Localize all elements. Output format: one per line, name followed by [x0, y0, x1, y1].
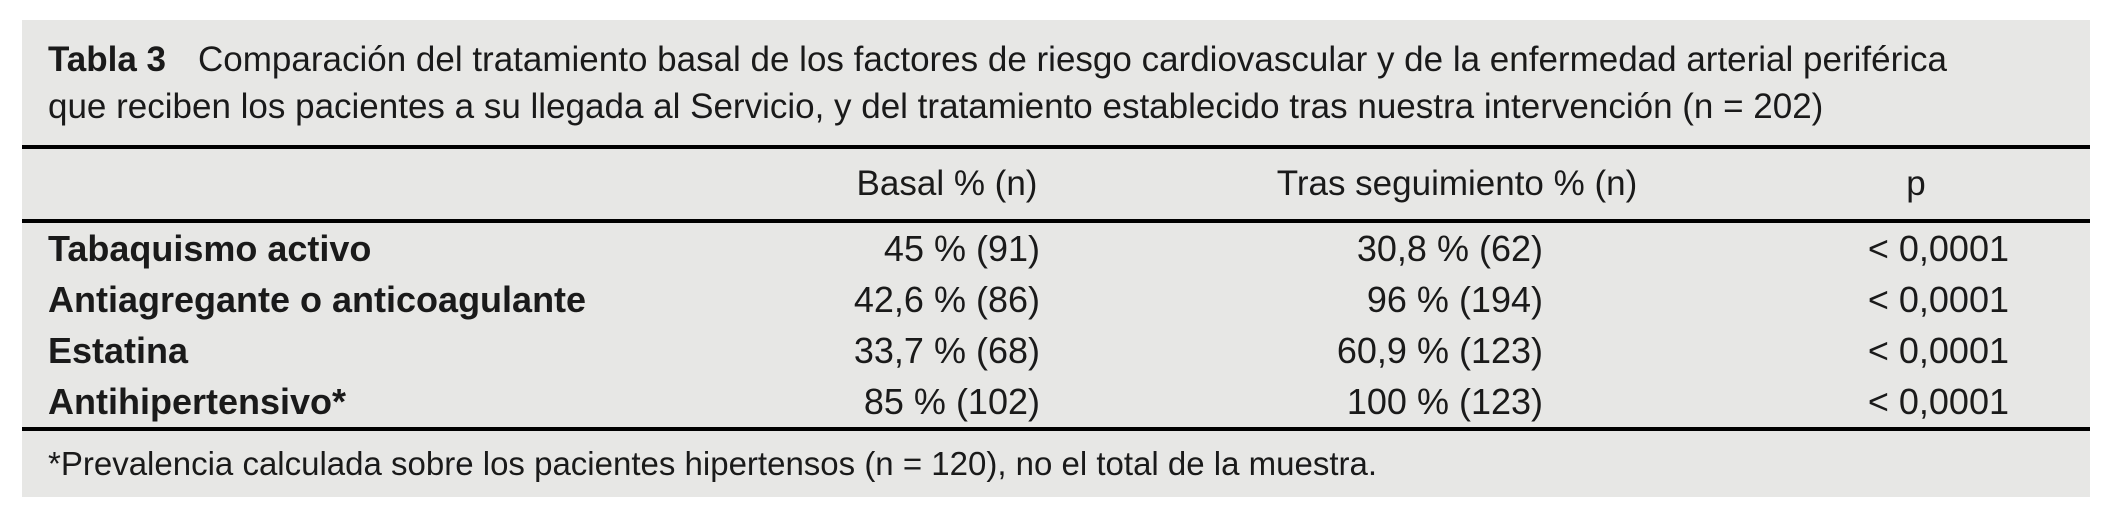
row-label: Estatina: [48, 329, 189, 371]
caption-text-line2: que reciben los pacientes a su llegada a…: [48, 87, 1824, 126]
table-panel: Tabla 3 Comparación del tratamiento basal…: [22, 20, 2090, 497]
caption-text-line1: Comparación del tratamiento basal de los…: [198, 40, 1947, 79]
row-seguimiento-value: 60,9 % (123): [1336, 329, 1543, 371]
row-seguimiento-value: 30,8 % (62): [1356, 227, 1543, 269]
row-label: Tabaquismo activo: [48, 227, 372, 269]
row-basal-value: 45 % (91): [883, 227, 1040, 269]
col-header-p: p: [1906, 164, 1926, 203]
table-number: Tabla 3: [48, 40, 167, 79]
row-basal-value: 42,6 % (86): [853, 278, 1040, 320]
row-seguimiento-value: 100 % (123): [1346, 380, 1543, 422]
row-basal-value: 85 % (102): [863, 380, 1040, 422]
row-p-value: < 0,0001: [1867, 227, 2009, 269]
table-caption: Tabla 3 Comparación del tratamiento basal…: [22, 20, 2090, 145]
rule-bottom: [22, 427, 2090, 431]
table-row: Estatina 33,7 % (68) 60,9 % (123) < 0,00…: [22, 325, 2090, 376]
rule-header: [22, 219, 2090, 223]
table-footnote: *Prevalencia calculada sobre los pacient…: [48, 445, 1378, 482]
row-basal-value: 33,7 % (68): [853, 329, 1040, 371]
table-body: Tabaquismo activo 45 % (91) 30,8 % (62) …: [22, 223, 2090, 427]
caption-line-1: Tabla 3 Comparación del tratamiento basal…: [48, 36, 2060, 83]
row-p-value: < 0,0001: [1867, 380, 2009, 422]
table-row: Antiagregante o anticoagulante 42,6 % (8…: [22, 274, 2090, 325]
col-header-seguimiento: Tras seguimiento % (n): [1276, 164, 1638, 203]
row-label: Antiagregante o anticoagulante: [48, 278, 587, 320]
table-header-row: Basal % (n) Tras seguimiento % (n) p: [22, 149, 2090, 219]
row-seguimiento-value: 96 % (194): [1366, 278, 1543, 320]
row-p-value: < 0,0001: [1867, 278, 2009, 320]
row-p-value: < 0,0001: [1867, 329, 2009, 371]
table-row: Tabaquismo activo 45 % (91) 30,8 % (62) …: [22, 223, 2090, 274]
col-header-basal: Basal % (n): [856, 164, 1038, 203]
table-row: Antihipertensivo* 85 % (102) 100 % (123)…: [22, 376, 2090, 427]
rule-top: [22, 145, 2090, 149]
row-label: Antihipertensivo*: [48, 380, 347, 422]
